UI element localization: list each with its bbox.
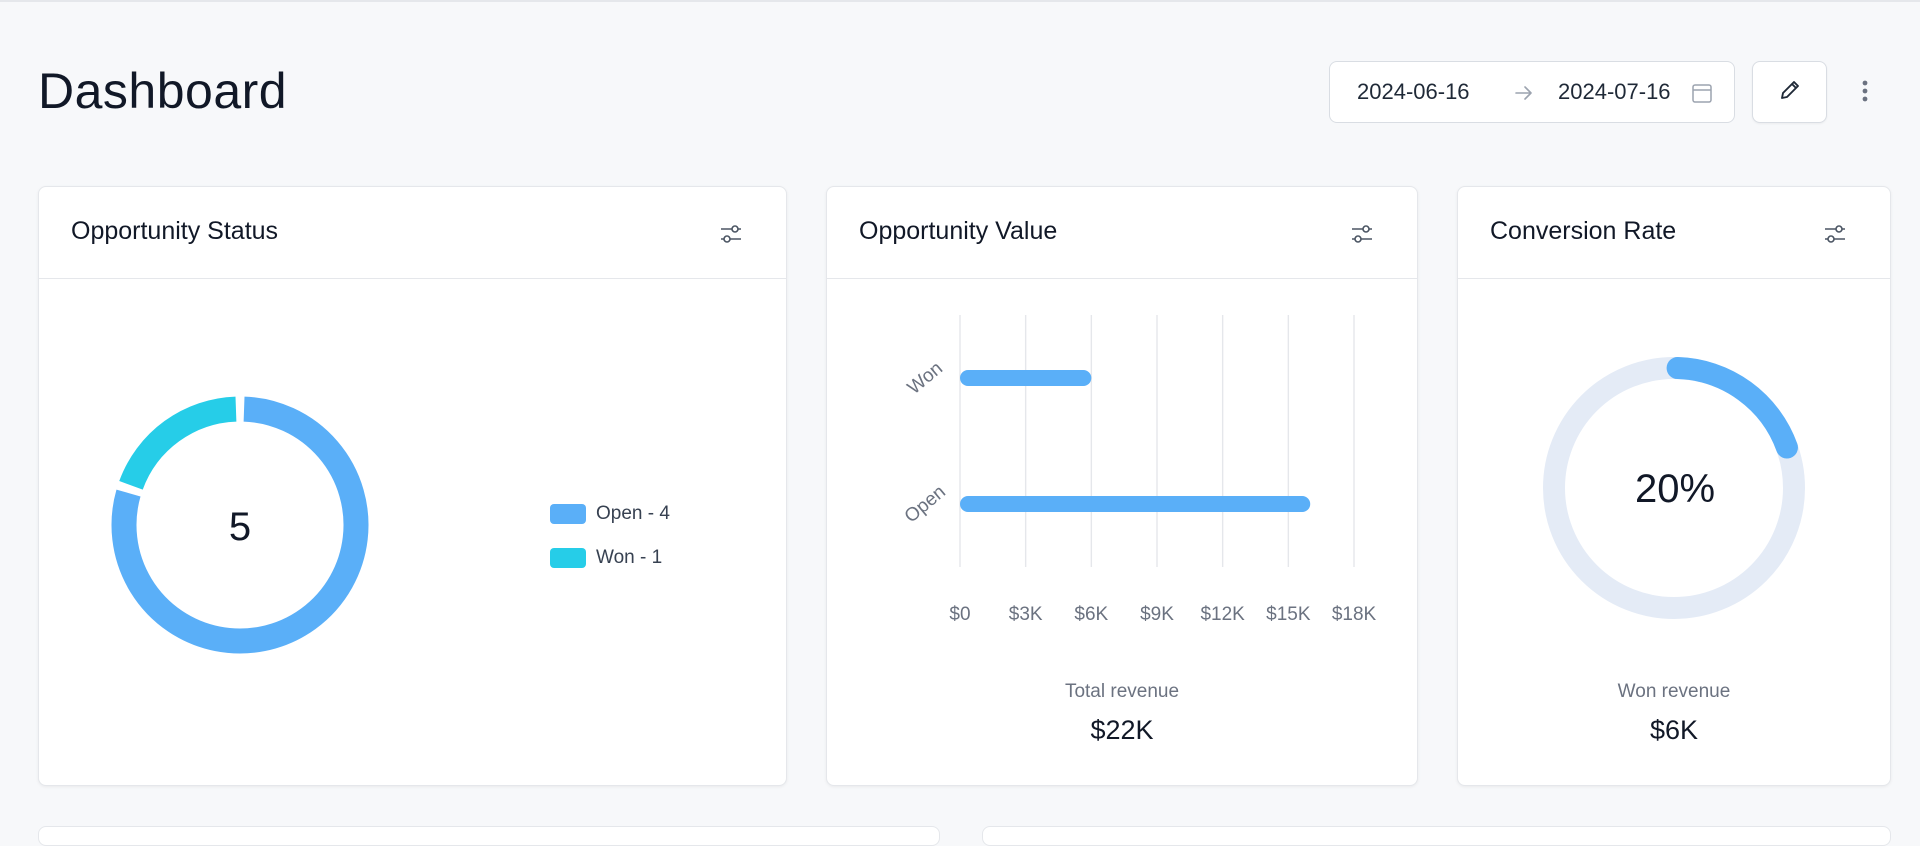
x-tick-label: $15K — [1266, 604, 1311, 625]
total-revenue-value: $22K — [1090, 715, 1154, 745]
more-vertical-icon — [1861, 79, 1869, 108]
card-header: Conversion Rate — [1458, 187, 1890, 279]
opportunity-value-card: Opportunity Value $0 $3K $6K $9K $12K $15K $18… — [826, 186, 1418, 786]
top-divider — [0, 0, 1920, 2]
donut-slice-open[interactable] — [111, 396, 369, 654]
page-title: Dashboard — [38, 63, 288, 119]
conversion-rate-progress-ring — [1543, 357, 1805, 619]
won-revenue-value: $6K — [1649, 715, 1699, 745]
legend-item-won[interactable]: Won - 1 — [550, 544, 670, 571]
legend-label: Won - 1 — [596, 546, 663, 568]
opportunity-status-card: Opportunity Status 5 Open - 4 Won - 1 — [38, 186, 787, 786]
donut-slice-won[interactable] — [119, 396, 237, 490]
conversion-rate-card: Conversion Rate 20% Won revenue $6K — [1457, 186, 1891, 786]
y-category-label: Open — [901, 481, 950, 527]
end-date[interactable]: 2024-07-16 — [1558, 79, 1671, 104]
card-title: Opportunity Status — [71, 217, 279, 245]
x-tick-label: $3K — [1009, 604, 1043, 625]
x-tick-label: $12K — [1200, 604, 1245, 625]
settings-sliders-icon[interactable] — [718, 221, 744, 247]
lower-card-right — [982, 826, 1891, 846]
pencil-icon — [1777, 77, 1803, 108]
card-title: Opportunity Value — [859, 217, 1058, 245]
calendar-icon[interactable] — [1691, 82, 1713, 110]
donut-center-total: 5 — [228, 505, 252, 549]
x-tick-label: $9K — [1140, 604, 1174, 625]
edit-dashboard-button[interactable] — [1752, 61, 1827, 123]
legend-swatch — [550, 547, 586, 568]
won-revenue-label: Won revenue — [1617, 681, 1731, 702]
chart-legend: Open - 4 Won - 1 — [550, 500, 670, 588]
settings-sliders-icon[interactable] — [1822, 221, 1848, 247]
lower-card-left — [38, 826, 940, 846]
legend-label: Open - 4 — [596, 502, 670, 524]
y-category-label: Won — [904, 358, 947, 399]
arrow-right-icon — [1513, 82, 1535, 110]
total-revenue-label: Total revenue — [1064, 681, 1180, 702]
legend-swatch — [550, 503, 586, 524]
start-date[interactable]: 2024-06-16 — [1357, 79, 1470, 104]
card-title: Conversion Rate — [1490, 217, 1677, 245]
opportunity-value-bar-chart: $0 $3K $6K $9K $12K $15K $18K Won Open — [901, 315, 1377, 625]
more-options-button[interactable] — [1852, 76, 1878, 110]
opportunity-status-donut-chart — [111, 396, 369, 654]
progress-arc-won — [1666, 357, 1798, 459]
conversion-percent: 20% — [1634, 467, 1716, 511]
card-header: Opportunity Value — [827, 187, 1417, 279]
settings-sliders-icon[interactable] — [1349, 221, 1375, 247]
legend-item-open[interactable]: Open - 4 — [550, 500, 670, 527]
x-tick-label: $0 — [949, 604, 970, 625]
card-header: Opportunity Status — [39, 187, 786, 279]
date-range-picker[interactable]: 2024-06-16 2024-07-16 — [1329, 61, 1735, 123]
x-tick-label: $6K — [1074, 604, 1108, 625]
x-tick-label: $18K — [1332, 604, 1377, 625]
